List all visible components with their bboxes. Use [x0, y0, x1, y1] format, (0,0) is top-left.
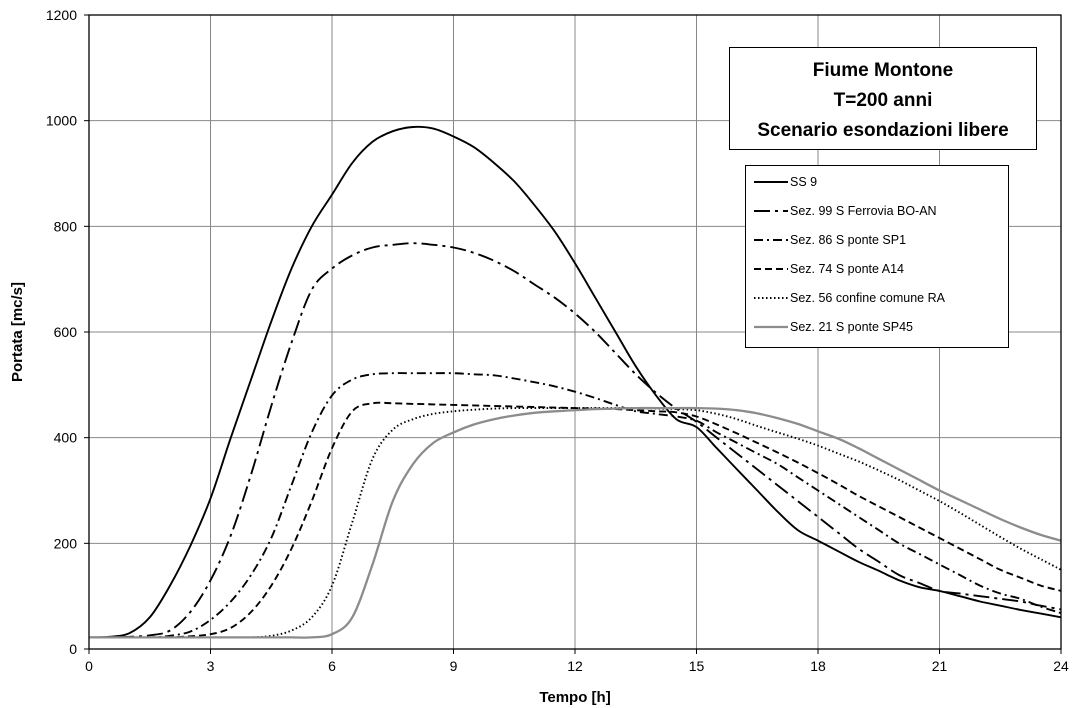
chart-legend: SS 9 Sez. 99 S Ferrovia BO-AN Sez. 86 S po…: [745, 165, 1009, 348]
legend-swatch: [754, 181, 788, 183]
y-tick-label: 800: [54, 218, 78, 234]
legend-item-6: Sez. 21 S ponte SP45: [754, 317, 913, 337]
x-tick-label: 18: [810, 658, 826, 674]
series-line-5: [89, 407, 1062, 639]
y-axis-ticks: 0 200 400 600 800 1000 1200: [46, 7, 89, 657]
legend-swatch: [754, 297, 788, 299]
x-axis-ticks: 0 3 6 9 12 15 18 21 24: [85, 649, 1069, 674]
series-lines: [88, 125, 1062, 639]
legend-label: Sez. 86 S ponte SP1: [790, 233, 907, 247]
x-tick-label: 0: [85, 658, 93, 674]
y-axis-title: Portata [mc/s]: [9, 282, 26, 382]
legend-item-1: SS 9: [754, 172, 817, 192]
y-tick-label: 400: [54, 430, 78, 446]
legend-item-3: Sez. 86 S ponte SP1: [754, 230, 906, 250]
series-line-6: [89, 406, 1062, 639]
x-axis-title: Tempo [h]: [539, 689, 610, 706]
x-tick-label: 15: [689, 658, 705, 674]
x-tick-label: 9: [450, 658, 458, 674]
x-tick-label: 24: [1053, 658, 1069, 674]
legend-swatch: [754, 210, 788, 212]
y-tick-label: 600: [54, 324, 78, 340]
legend-swatch: [754, 239, 788, 241]
legend-label: Sez. 56 confine comune RA: [790, 291, 945, 305]
series-line-3: [89, 372, 1062, 639]
chart-title-line-2: T=200 anni: [833, 90, 933, 111]
x-tick-label: 12: [567, 658, 583, 674]
x-tick-label: 6: [328, 658, 336, 674]
y-tick-label: 1200: [46, 7, 77, 23]
y-tick-label: 0: [69, 641, 77, 657]
legend-label: Sez. 74 S ponte A14: [790, 262, 904, 276]
legend-label: Sez. 21 S ponte SP45: [790, 320, 914, 334]
y-tick-label: 1000: [46, 113, 77, 129]
legend-item-5: Sez. 56 confine comune RA: [754, 288, 945, 308]
series-line-1: [88, 125, 1062, 639]
chart-title-box: Fiume Montone T=200 anni Scenario esonda…: [729, 47, 1037, 150]
x-tick-label: 3: [207, 658, 215, 674]
legend-item-4: Sez. 74 S ponte A14: [754, 259, 904, 279]
x-tick-label: 21: [932, 658, 948, 674]
chart-title-line-1: Fiume Montone: [812, 60, 954, 81]
series-line-2: [88, 242, 1062, 639]
y-tick-label: 200: [54, 535, 78, 551]
legend-item-2: Sez. 99 S Ferrovia BO-AN: [754, 201, 937, 221]
legend-swatch: [754, 325, 788, 329]
chart-title-line-3: Scenario esondazioni libere: [757, 120, 1009, 141]
legend-label: SS 9: [790, 175, 818, 189]
legend-swatch: [754, 268, 788, 270]
legend-label: Sez. 99 S Ferrovia BO-AN: [790, 204, 937, 218]
